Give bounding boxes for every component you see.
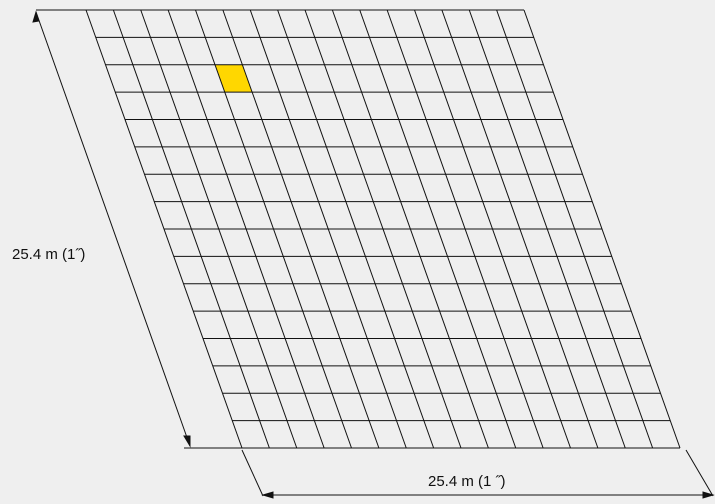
right-extension-line: [685, 449, 714, 497]
horizontal-label-bg: [424, 470, 520, 492]
horizontal-dimension-label: 25.4 m (1 ˝): [428, 473, 506, 490]
grid-column-line: [222, 9, 380, 449]
highlighted-pixel: [215, 64, 253, 93]
grid-column-line: [277, 9, 435, 449]
grid-column-line: [414, 9, 571, 449]
grid-column-line: [85, 9, 243, 449]
vertical-label-bg: [8, 240, 104, 266]
grid-column-line: [112, 9, 270, 449]
grid-column-line: [386, 9, 544, 449]
horizontal-arrow-left: [261, 491, 274, 499]
grid-column-line: [441, 9, 599, 449]
grid-column-line: [523, 9, 681, 449]
grid-column-line: [195, 9, 352, 449]
dimension-lines: [32, 9, 715, 499]
parallelogram-grid: [85, 9, 681, 449]
grid-column-line: [167, 9, 325, 449]
left-bottom-extension-line: [241, 449, 264, 497]
vertical-dimension-label: 25.4 m (1˝): [12, 246, 85, 263]
vertical-arrow-bottom: [183, 435, 191, 448]
grid-column-line: [468, 9, 626, 449]
vertical-arrow-top: [32, 10, 40, 23]
vertical-dimension-line: [35, 11, 191, 447]
horizontal-arrow-right: [702, 491, 715, 499]
grid-column-line: [249, 9, 407, 449]
grid-column-line: [359, 9, 517, 449]
grid-column-line: [140, 9, 298, 449]
grid-column-line: [331, 9, 489, 449]
grid-column-line: [304, 9, 462, 449]
grid-column-line: [496, 9, 654, 449]
